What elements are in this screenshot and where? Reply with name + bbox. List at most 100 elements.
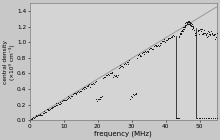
Point — [196, 30, 200, 32]
Point — [111, 71, 114, 73]
Point — [39, 114, 43, 116]
Point — [113, 75, 117, 77]
Point — [38, 114, 41, 116]
Point — [209, 33, 212, 35]
Point — [143, 50, 147, 52]
Point — [95, 100, 99, 102]
Point — [194, 33, 197, 36]
Point — [155, 44, 158, 46]
Point — [63, 99, 66, 101]
Point — [72, 92, 76, 94]
Point — [50, 107, 53, 109]
Point — [67, 95, 70, 98]
Point — [103, 76, 107, 78]
Point — [126, 63, 129, 65]
Point — [178, 33, 182, 36]
Point — [138, 55, 141, 57]
Point — [135, 91, 138, 94]
Point — [193, 34, 197, 36]
Point — [200, 117, 204, 119]
Point — [179, 30, 183, 32]
Point — [127, 60, 130, 63]
Point — [199, 28, 203, 30]
Point — [167, 38, 170, 40]
Point — [137, 52, 141, 55]
Point — [180, 30, 184, 32]
Point — [116, 76, 119, 78]
Point — [51, 106, 55, 108]
Point — [104, 74, 108, 76]
Point — [149, 47, 153, 49]
Point — [99, 98, 102, 100]
Point — [77, 91, 81, 93]
Point — [106, 73, 109, 75]
Point — [57, 103, 61, 105]
Point — [187, 21, 191, 23]
Point — [71, 95, 74, 97]
Point — [184, 21, 188, 24]
Point — [144, 51, 148, 53]
Point — [180, 32, 183, 35]
Point — [61, 99, 64, 101]
Point — [54, 102, 57, 104]
Point — [41, 112, 44, 114]
Point — [66, 97, 69, 100]
Point — [193, 32, 196, 34]
X-axis label: frequency (MHz): frequency (MHz) — [94, 130, 152, 136]
Point — [128, 97, 132, 100]
Point — [114, 74, 117, 77]
Point — [154, 45, 158, 47]
Point — [32, 117, 36, 119]
Point — [79, 90, 83, 92]
Point — [73, 92, 77, 94]
Point — [205, 32, 208, 35]
Point — [213, 34, 216, 36]
Point — [187, 19, 190, 22]
Point — [188, 22, 192, 24]
Point — [187, 23, 191, 25]
Point — [87, 85, 90, 87]
Point — [152, 45, 156, 47]
Point — [119, 66, 122, 68]
Point — [182, 28, 186, 30]
Point — [100, 95, 104, 97]
Point — [38, 113, 42, 115]
Point — [120, 65, 124, 67]
Point — [147, 48, 151, 50]
Point — [214, 33, 217, 35]
Point — [186, 23, 189, 25]
Point — [210, 32, 214, 35]
Point — [192, 27, 195, 29]
Point — [37, 114, 40, 116]
Point — [68, 97, 72, 99]
Point — [206, 117, 209, 119]
Point — [198, 29, 201, 31]
Point — [167, 37, 171, 39]
Point — [184, 22, 187, 24]
Point — [213, 38, 217, 40]
Point — [197, 117, 200, 119]
Point — [145, 49, 149, 52]
Point — [139, 54, 142, 56]
Point — [199, 117, 202, 119]
Point — [123, 63, 126, 65]
Point — [46, 109, 49, 111]
Point — [175, 117, 179, 119]
Point — [147, 50, 150, 53]
Point — [170, 36, 173, 38]
Point — [45, 108, 48, 110]
Point — [163, 41, 167, 43]
Point — [85, 85, 88, 87]
Point — [186, 20, 190, 22]
Point — [116, 73, 120, 76]
Point — [201, 32, 205, 34]
Point — [164, 39, 168, 41]
Point — [129, 95, 133, 97]
Point — [150, 48, 153, 51]
Point — [83, 86, 86, 88]
Point — [115, 74, 118, 77]
Point — [94, 80, 97, 82]
Point — [192, 29, 196, 31]
Point — [132, 93, 135, 96]
Point — [181, 30, 185, 32]
